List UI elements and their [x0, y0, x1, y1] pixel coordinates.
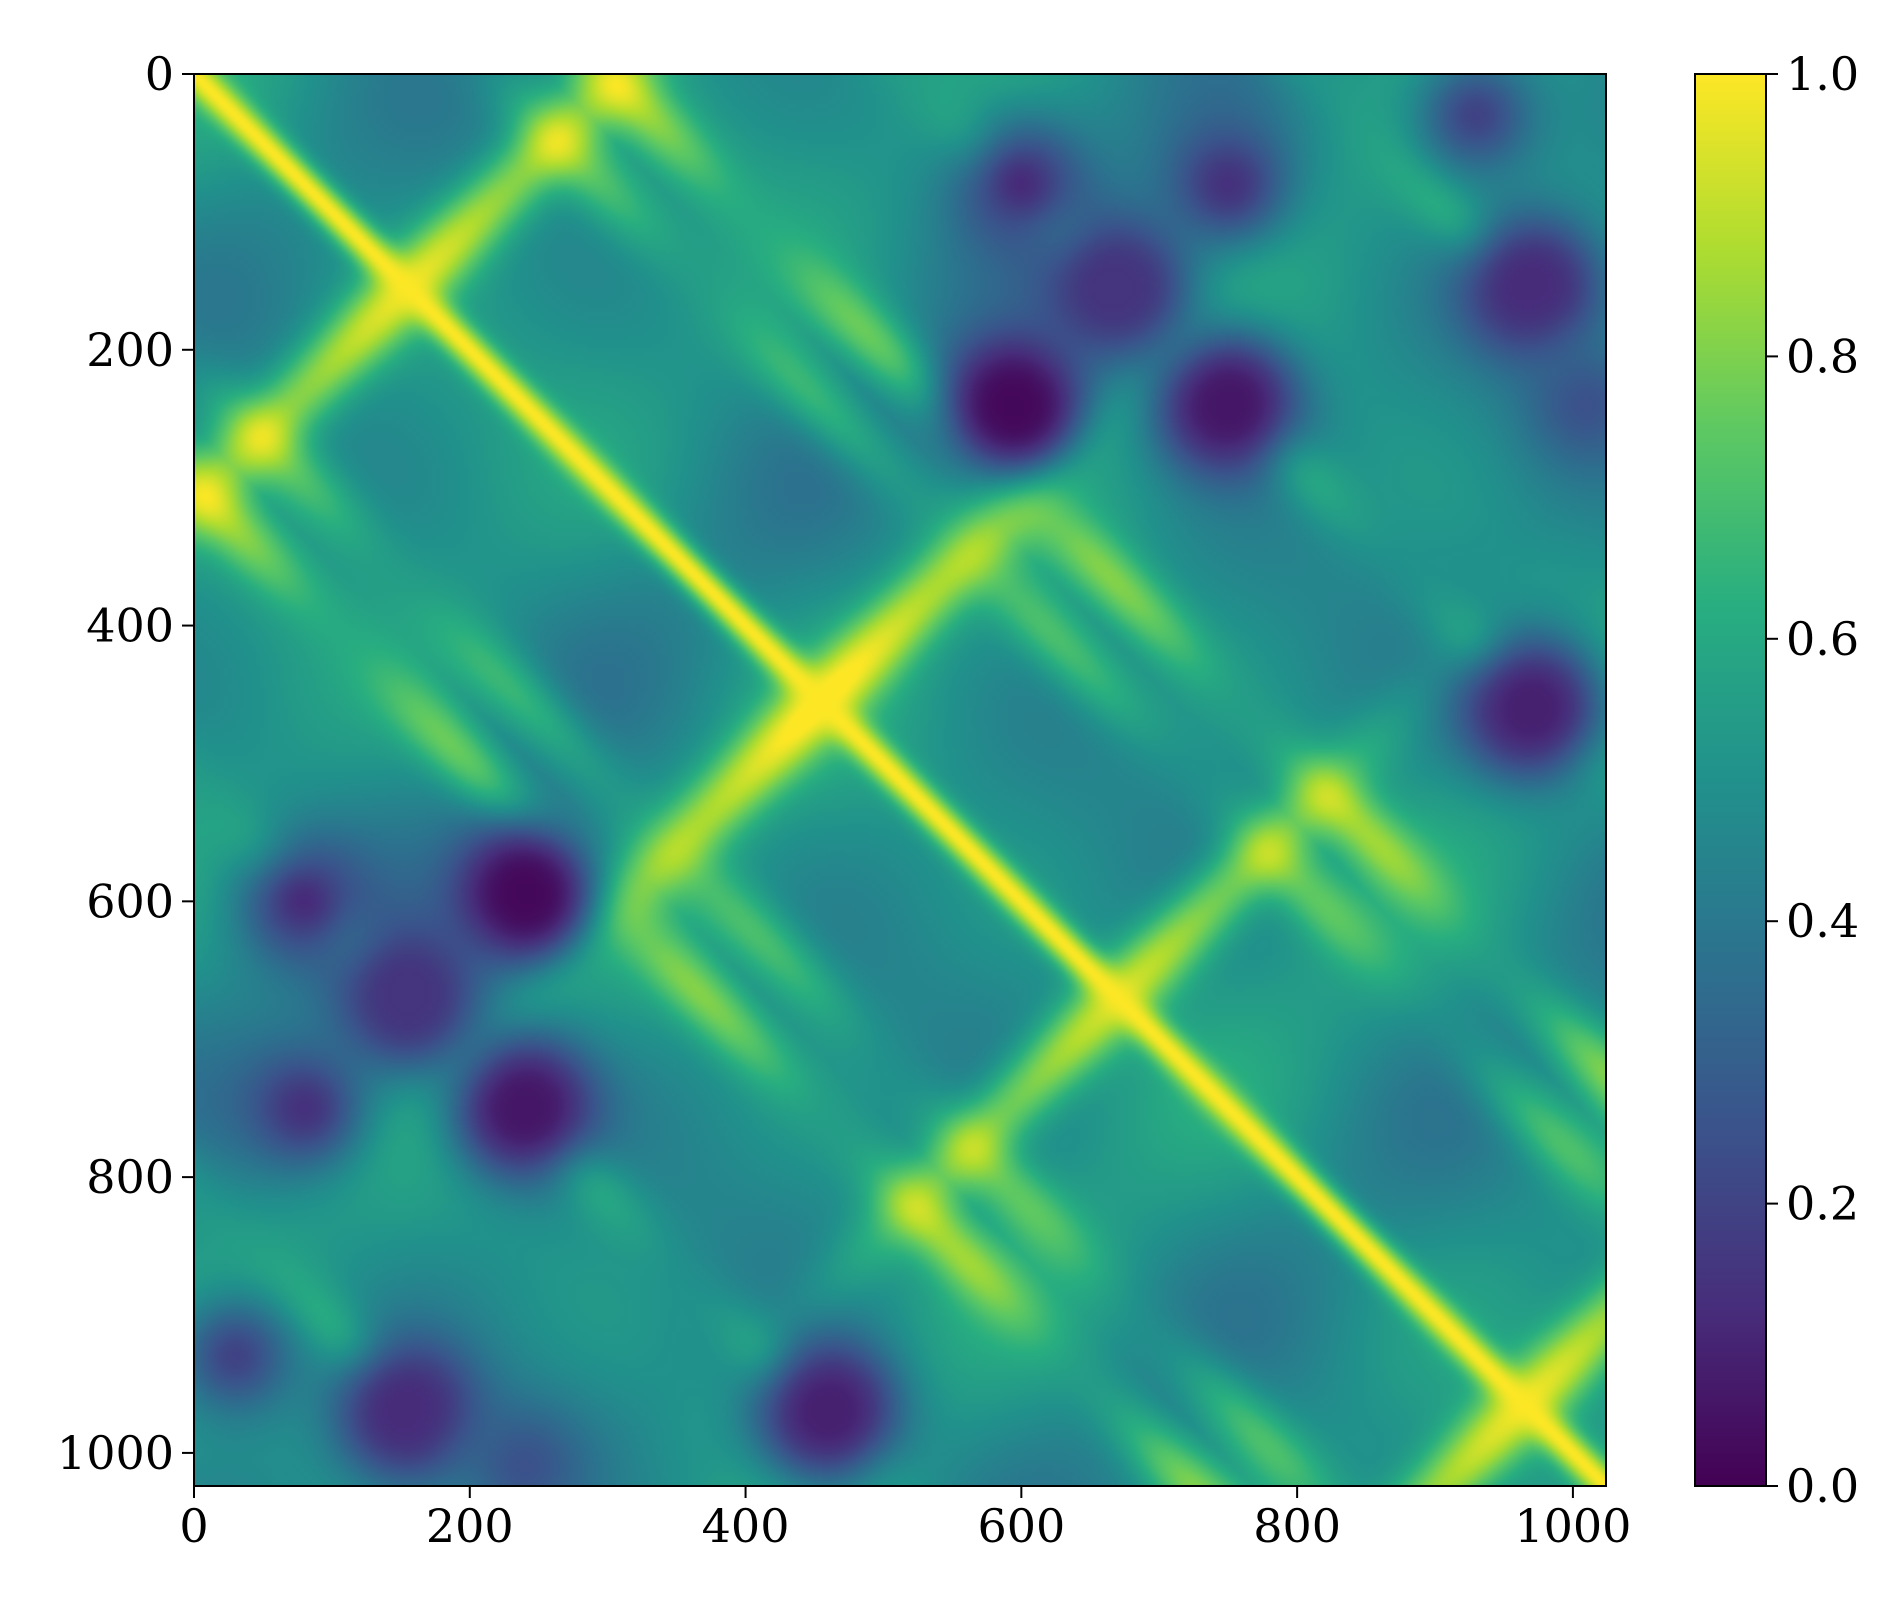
y-axis: 0 200 400 600 800 1000 [57, 47, 194, 1480]
x-tick-label: 400 [702, 1499, 790, 1553]
y-tick-label: 600 [86, 874, 174, 928]
colorbar [1695, 74, 1766, 1486]
colorbar-tick-label: 0.6 [1786, 612, 1859, 666]
y-tick-label: 1000 [57, 1426, 174, 1480]
x-tick-label: 200 [426, 1499, 514, 1553]
heatmap-image [194, 74, 1606, 1486]
y-tick-label: 200 [86, 323, 174, 377]
x-tick-label: 1000 [1514, 1499, 1631, 1553]
colorbar-tick-label: 0.2 [1786, 1177, 1859, 1231]
colorbar-axis: 0.0 0.2 0.4 0.6 0.8 1.0 [1766, 47, 1859, 1513]
x-axis: 0 200 400 600 800 1000 [179, 1486, 1631, 1553]
y-tick-label: 400 [86, 599, 174, 653]
heatmap-plot-area [194, 74, 1606, 1486]
colorbar-tick-label: 1.0 [1786, 47, 1859, 101]
colorbar-tick-label: 0.0 [1786, 1459, 1859, 1513]
colorbar-tick-label: 0.8 [1786, 329, 1859, 383]
axes-frame [193, 73, 1607, 1487]
x-tick-label: 600 [977, 1499, 1065, 1553]
y-tick-label: 800 [86, 1150, 174, 1204]
x-tick-label: 800 [1253, 1499, 1341, 1553]
colorbar-tick-label: 0.4 [1786, 894, 1859, 948]
y-tick-label: 0 [145, 47, 174, 101]
colorbar-frame [1694, 73, 1767, 1487]
x-tick-label: 0 [179, 1499, 208, 1553]
